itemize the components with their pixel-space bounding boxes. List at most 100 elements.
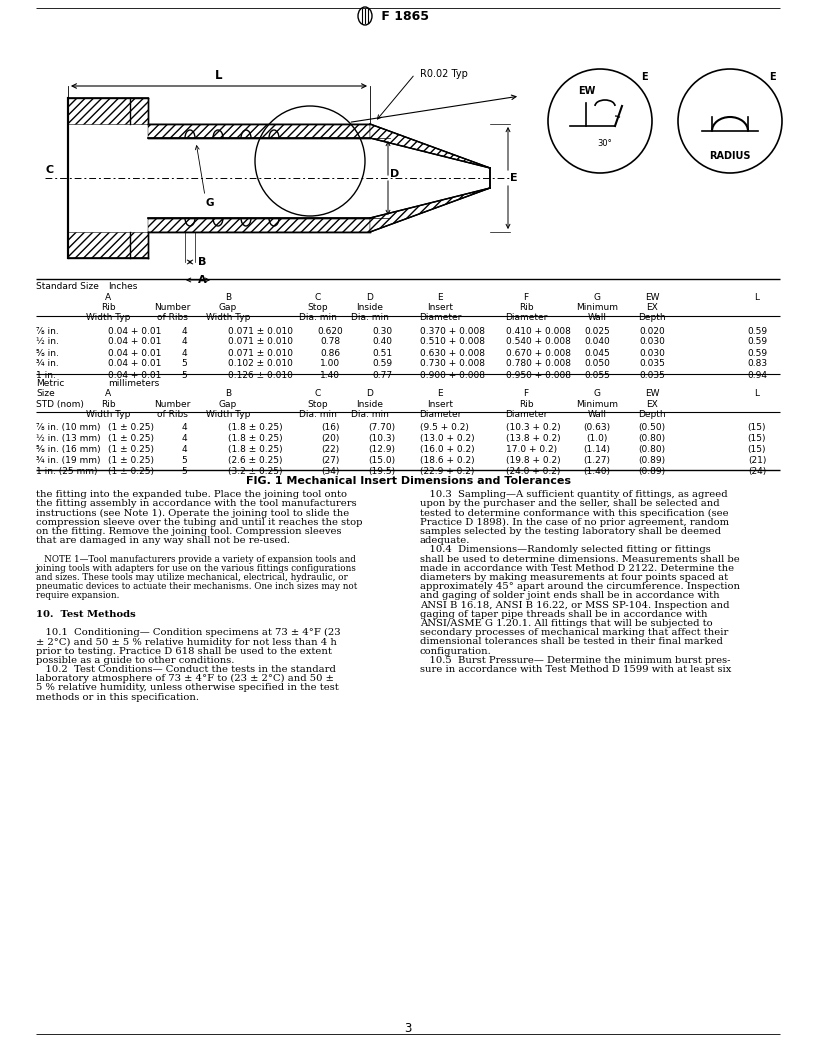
Text: 0.04 + 0.01: 0.04 + 0.01 — [108, 326, 162, 336]
Text: B: B — [198, 257, 206, 267]
Text: (1.8 ± 0.25): (1.8 ± 0.25) — [228, 434, 282, 444]
Text: FIG. 1 Mechanical Insert Dimensions and Tolerances: FIG. 1 Mechanical Insert Dimensions and … — [246, 476, 570, 486]
Text: 4: 4 — [181, 326, 187, 336]
Text: 4: 4 — [181, 348, 187, 358]
Text: 5: 5 — [181, 359, 187, 369]
Text: B: B — [225, 390, 231, 398]
Text: (1 ± 0.25): (1 ± 0.25) — [108, 423, 154, 432]
Text: Dia. min: Dia. min — [299, 410, 337, 419]
Text: F: F — [523, 390, 529, 398]
Text: 0.86: 0.86 — [320, 348, 340, 358]
Text: Dia. min: Dia. min — [351, 314, 389, 322]
Text: R0.02 Typ: R0.02 Typ — [420, 69, 468, 79]
Text: (1 ± 0.25): (1 ± 0.25) — [108, 456, 154, 466]
Text: 0.900 + 0.008: 0.900 + 0.008 — [420, 371, 485, 379]
Text: compression sleeve over the tubing and until it reaches the stop: compression sleeve over the tubing and u… — [36, 517, 362, 527]
Text: (1.14): (1.14) — [583, 446, 610, 454]
Text: G: G — [593, 390, 601, 398]
Text: 10.  Test Methods: 10. Test Methods — [36, 610, 135, 619]
Text: ⅞ in. (10 mm): ⅞ in. (10 mm) — [36, 423, 100, 432]
Text: ¾ in.: ¾ in. — [36, 359, 59, 369]
Text: dimensional tolerances shall be tested in their final marked: dimensional tolerances shall be tested i… — [420, 638, 723, 646]
Text: E: E — [437, 390, 443, 398]
Text: 0.950 + 0.008: 0.950 + 0.008 — [506, 371, 571, 379]
Text: E: E — [437, 293, 443, 302]
Text: E: E — [769, 72, 775, 82]
Text: prior to testing. Practice D 618 shall be used to the extent: prior to testing. Practice D 618 shall b… — [36, 646, 332, 656]
Text: (16.0 + 0.2): (16.0 + 0.2) — [420, 446, 475, 454]
Text: (9.5 + 0.2): (9.5 + 0.2) — [420, 423, 469, 432]
Text: gaging of taper pipe threads shall be in accordance with: gaging of taper pipe threads shall be in… — [420, 610, 707, 619]
Text: 0.071 ± 0.010: 0.071 ± 0.010 — [228, 348, 293, 358]
Text: secondary processes of mechanical marking that affect their: secondary processes of mechanical markin… — [420, 628, 729, 637]
Text: 0.04 + 0.01: 0.04 + 0.01 — [108, 348, 162, 358]
Text: C: C — [315, 390, 322, 398]
Text: F 1865: F 1865 — [377, 10, 429, 22]
Text: ⅝ in.: ⅝ in. — [36, 348, 59, 358]
Text: 0.30: 0.30 — [372, 326, 392, 336]
Text: Width Typ: Width Typ — [86, 314, 131, 322]
Text: F: F — [523, 293, 529, 302]
Text: Depth: Depth — [638, 314, 666, 322]
Text: (0.80): (0.80) — [638, 446, 666, 454]
Text: E: E — [641, 72, 647, 82]
Text: (13.8 + 0.2): (13.8 + 0.2) — [506, 434, 561, 444]
Text: C: C — [46, 165, 54, 175]
Text: Standard Size: Standard Size — [36, 282, 99, 291]
Text: Gap: Gap — [219, 303, 237, 312]
Polygon shape — [370, 124, 490, 168]
Text: 0.40: 0.40 — [372, 338, 392, 346]
Text: Diameter: Diameter — [505, 410, 548, 419]
Text: (1 ± 0.25): (1 ± 0.25) — [108, 434, 154, 444]
Text: (34): (34) — [321, 467, 339, 476]
Text: Size: Size — [36, 390, 55, 398]
Text: tested to determine conformance with this specification (see: tested to determine conformance with thi… — [420, 509, 729, 517]
Text: (27): (27) — [321, 456, 339, 466]
Text: (22): (22) — [321, 446, 339, 454]
Text: D: D — [390, 169, 399, 180]
Text: Minimum: Minimum — [576, 303, 618, 312]
Text: laboratory atmosphere of 73 ± 4°F to (23 ± 2°C) and 50 ±: laboratory atmosphere of 73 ± 4°F to (23… — [36, 674, 334, 683]
Text: (0.89): (0.89) — [638, 456, 666, 466]
Text: Rib: Rib — [100, 400, 115, 409]
Text: Stop: Stop — [308, 400, 328, 409]
Text: Dia. min: Dia. min — [299, 314, 337, 322]
Text: Metric: Metric — [36, 379, 64, 388]
Text: 0.730 + 0.008: 0.730 + 0.008 — [420, 359, 485, 369]
Text: C: C — [315, 293, 322, 302]
Text: L: L — [755, 293, 760, 302]
Text: EX: EX — [646, 303, 658, 312]
Text: (15.0): (15.0) — [369, 456, 396, 466]
Text: (0.50): (0.50) — [638, 423, 666, 432]
Text: D: D — [366, 293, 374, 302]
Text: ± 2°C) and 50 ± 5 % relative humidity for not less than 4 h: ± 2°C) and 50 ± 5 % relative humidity fo… — [36, 638, 337, 646]
Text: ANSI B 16.18, ANSI B 16.22, or MSS SP-104. Inspection and: ANSI B 16.18, ANSI B 16.22, or MSS SP-10… — [420, 601, 730, 609]
Text: pneumatic devices to actuate their mechanisms. One inch sizes may not: pneumatic devices to actuate their mecha… — [36, 582, 357, 591]
Text: Wall: Wall — [588, 314, 606, 322]
Text: 1 in. (25 mm): 1 in. (25 mm) — [36, 467, 97, 476]
Text: Inside: Inside — [357, 303, 384, 312]
Text: 0.035: 0.035 — [639, 359, 665, 369]
Text: shall be used to determine dimensions. Measurements shall be: shall be used to determine dimensions. M… — [420, 554, 740, 564]
Text: EW: EW — [645, 293, 659, 302]
Text: ¾ in. (19 mm): ¾ in. (19 mm) — [36, 456, 100, 466]
Text: (1.27): (1.27) — [583, 456, 610, 466]
Text: Insert: Insert — [427, 303, 453, 312]
Bar — [148, 124, 370, 138]
Text: 0.59: 0.59 — [747, 338, 767, 346]
Text: 10.3  Sampling—A sufficient quantity of fittings, as agreed: 10.3 Sampling—A sufficient quantity of f… — [420, 490, 728, 499]
Text: 4: 4 — [181, 434, 187, 444]
Text: ⅞ in.: ⅞ in. — [36, 326, 59, 336]
Text: (24): (24) — [748, 467, 766, 476]
Text: 1.00: 1.00 — [320, 359, 340, 369]
Text: 4: 4 — [181, 446, 187, 454]
Text: 0.04 + 0.01: 0.04 + 0.01 — [108, 338, 162, 346]
Text: and gaging of solder joint ends shall be in accordance with: and gaging of solder joint ends shall be… — [420, 591, 720, 601]
Text: (16): (16) — [321, 423, 339, 432]
Text: adequate.: adequate. — [420, 536, 470, 545]
Text: Insert: Insert — [427, 400, 453, 409]
Text: 0.050: 0.050 — [584, 359, 610, 369]
Bar — [68, 232, 148, 258]
Text: made in accordance with Test Method D 2122. Determine the: made in accordance with Test Method D 21… — [420, 564, 734, 572]
Text: 0.071 ± 0.010: 0.071 ± 0.010 — [228, 326, 293, 336]
